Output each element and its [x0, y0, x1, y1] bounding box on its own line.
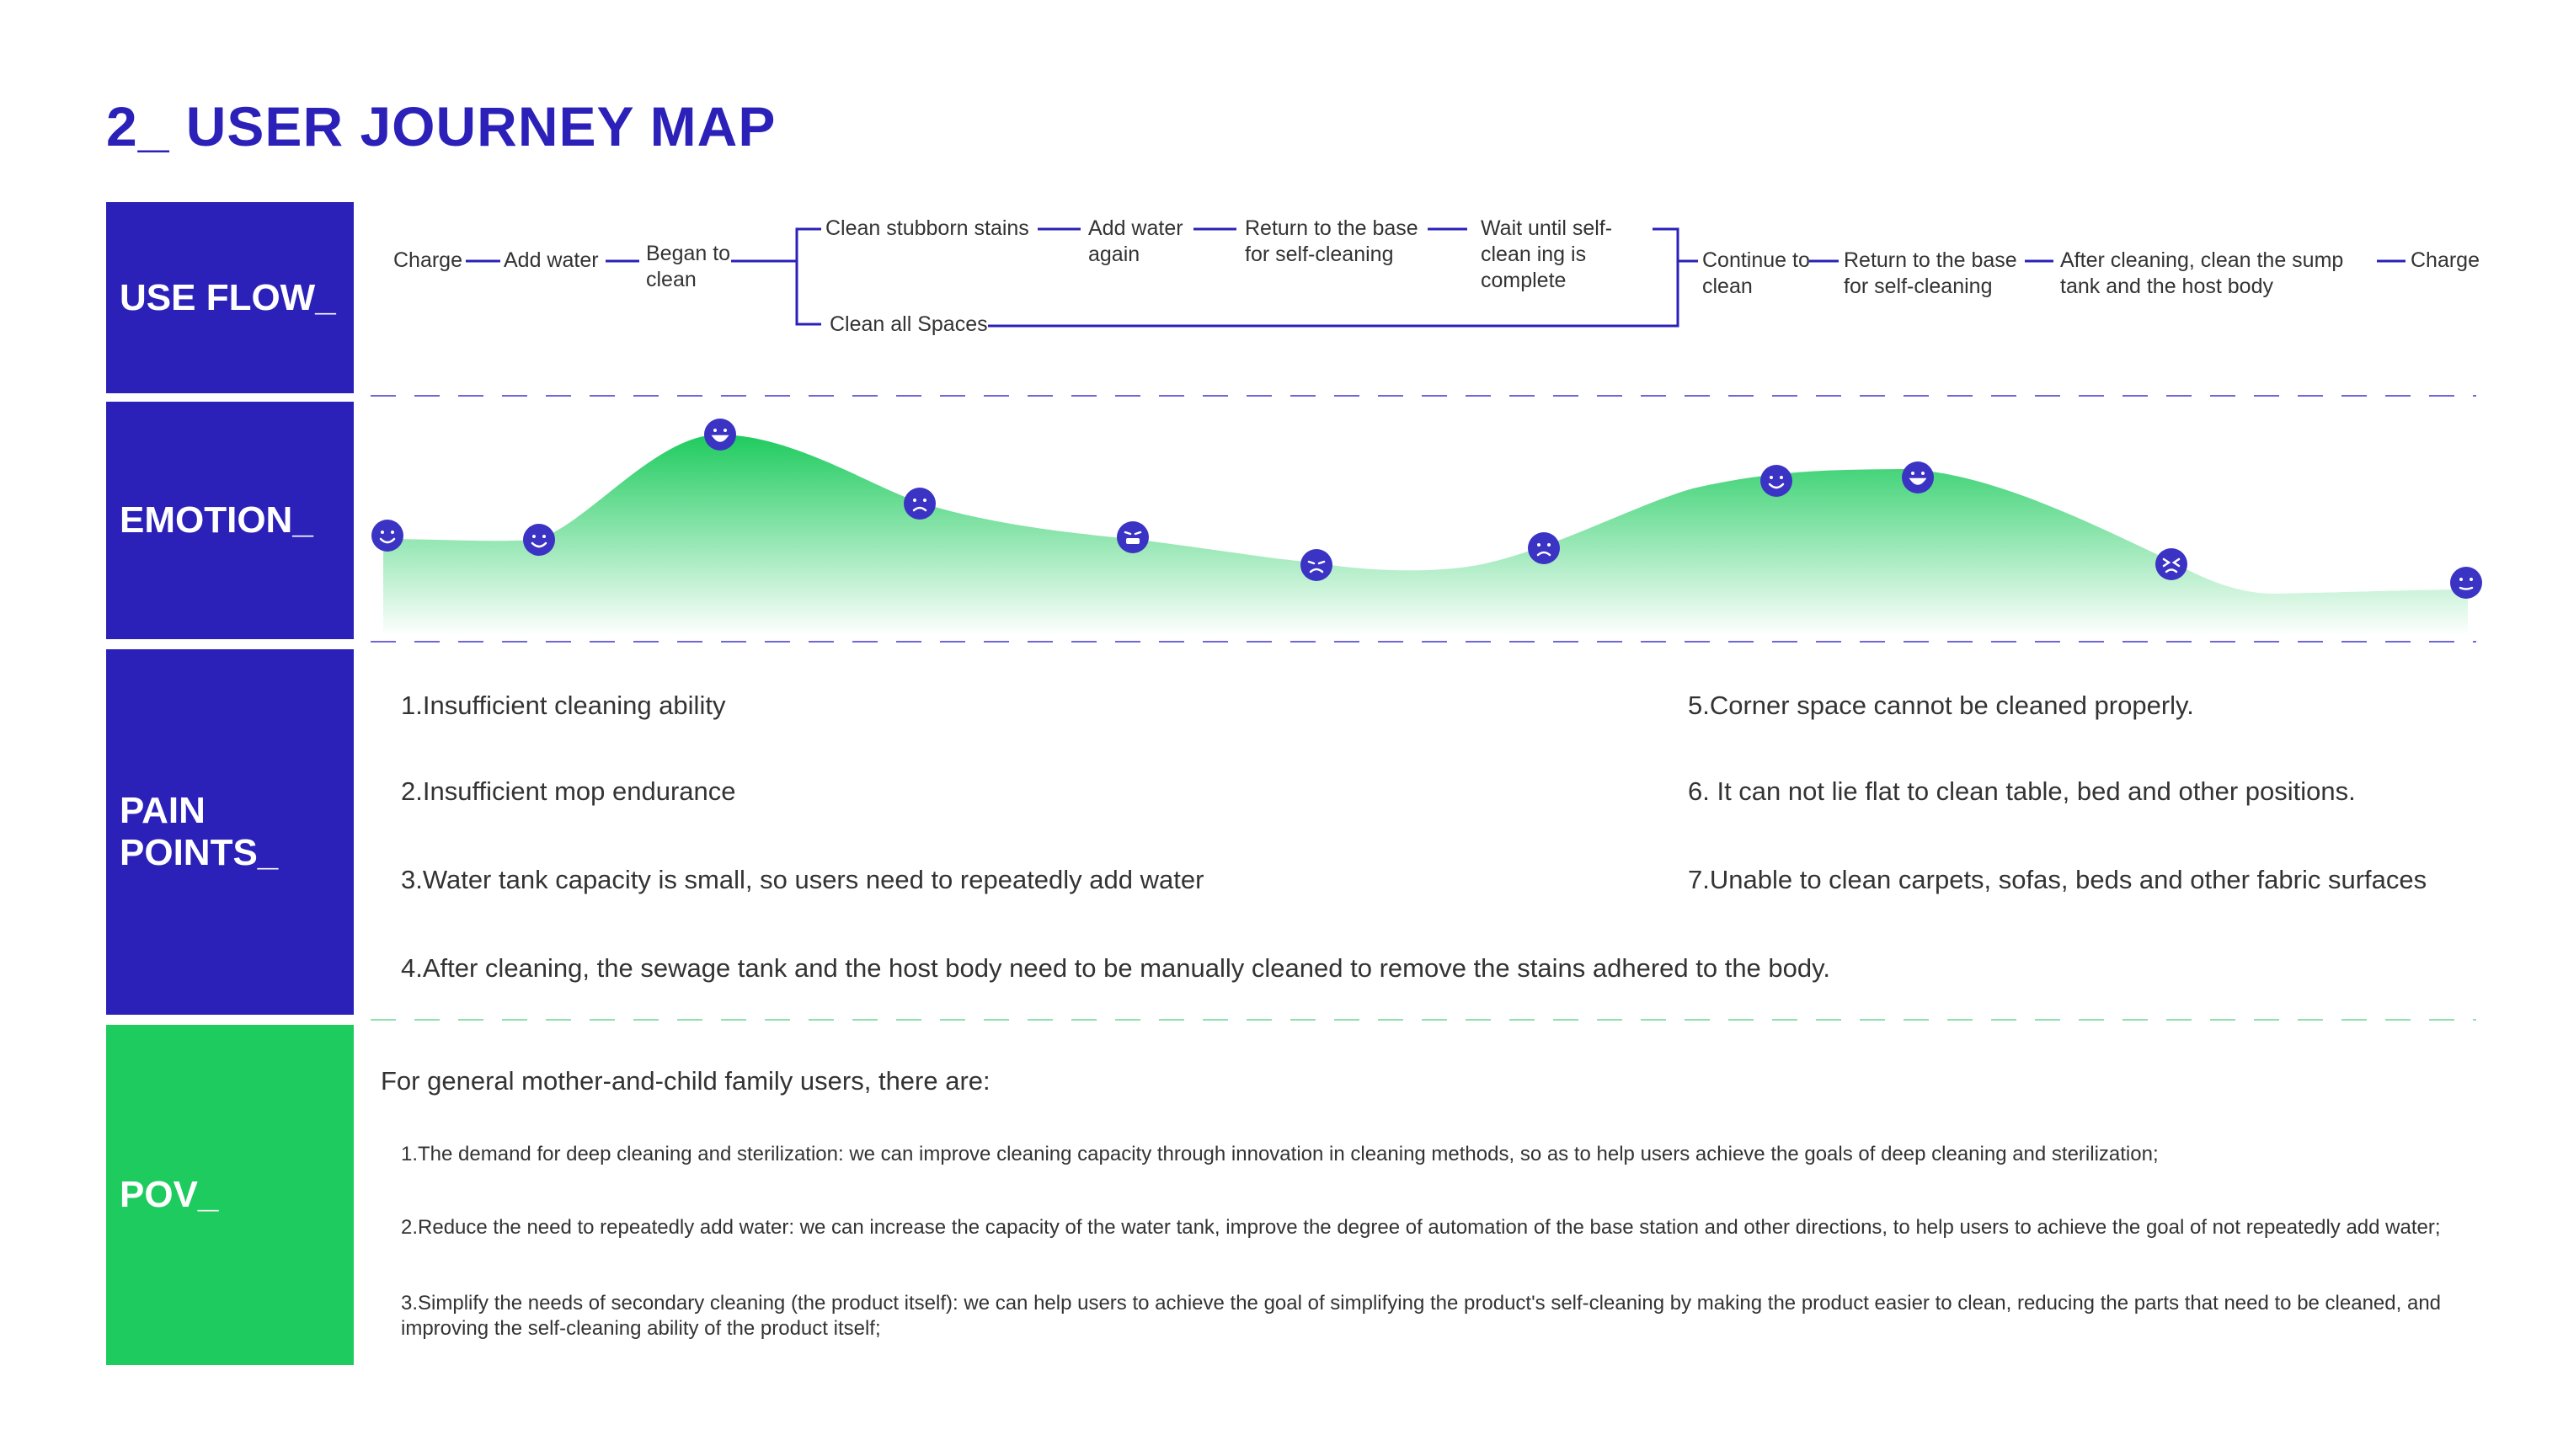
flow-step-continue-to-clean: Continue to clean — [1702, 248, 1810, 298]
pov-item-3-cont: improving the self-cleaning ability of t… — [401, 1317, 881, 1340]
flow-step-wait-self-clean: Wait until self-clean ing is complete — [1481, 216, 1613, 292]
face-smile-icon — [371, 520, 403, 552]
pain-point-7: 7.Unable to clean carpets, sofas, beds a… — [1688, 865, 2427, 894]
face-sad-icon — [904, 488, 936, 520]
flow-step-add-water-again: Add water again — [1088, 216, 1183, 266]
flow-step-clean-all-spaces: Clean all Spaces — [830, 312, 988, 336]
dashed-dividers — [371, 395, 2476, 1021]
pain-point-3: 3.Water tank capacity is small, so users… — [401, 865, 1204, 894]
flow-step-add-water: Add water — [504, 248, 599, 272]
flow-step-after-cleaning: After cleaning, clean the sump tank and … — [2060, 248, 2344, 298]
pain-point-2: 2.Insufficient mop endurance — [401, 776, 736, 806]
face-neutral-icon — [2450, 567, 2482, 599]
face-smile-icon — [1760, 465, 1792, 497]
face-frown-icon — [1300, 549, 1332, 581]
pain-point-6: 6. It can not lie flat to clean table, b… — [1688, 776, 2356, 806]
pain-point-4: 4.After cleaning, the sewage tank and th… — [401, 953, 1830, 983]
section-label-use-flow: USE FLOW_ — [106, 202, 354, 393]
flow-step-began-to-clean: Began to clean — [646, 242, 731, 291]
face-sad-icon — [1528, 532, 1560, 564]
section-label-pov: POV_ — [106, 1025, 354, 1365]
pov-item-3: 3.Simplify the needs of secondary cleani… — [401, 1292, 2442, 1315]
emotion-curve — [383, 434, 2468, 636]
pain-point-1: 1.Insufficient cleaning ability — [401, 691, 726, 720]
pain-point-5: 5.Corner space cannot be cleaned properl… — [1688, 691, 2194, 720]
flow-step-charge-end: Charge — [2411, 248, 2480, 272]
face-grin-icon — [1117, 521, 1149, 553]
emotion-faces — [371, 419, 2482, 599]
face-angry-icon — [2155, 548, 2187, 580]
flow-step-return-base-1: Return to the base for self-cleaning — [1245, 216, 1418, 266]
flow-step-clean-stubborn-stains: Clean stubborn stains — [825, 216, 1029, 240]
face-laugh-icon — [704, 419, 736, 451]
section-label-pain-points: PAIN POINTS_ — [106, 649, 354, 1015]
pov-lead: For general mother-and-child family user… — [381, 1066, 990, 1096]
flow-step-return-base-2: Return to the base for self-cleaning — [1844, 248, 2017, 298]
face-smile-icon — [523, 524, 555, 556]
section-label-emotion: EMOTION_ — [106, 402, 354, 639]
flow-step-charge: Charge — [393, 248, 462, 272]
pov-item-1: 1.The demand for deep cleaning and steri… — [401, 1143, 2159, 1165]
flow-connectors — [466, 227, 2405, 328]
face-laugh-icon — [1902, 461, 1934, 493]
pov-item-2: 2.Reduce the need to repeatedly add wate… — [401, 1216, 2441, 1239]
page-title: 2_ USER JOURNEY MAP — [106, 95, 777, 157]
